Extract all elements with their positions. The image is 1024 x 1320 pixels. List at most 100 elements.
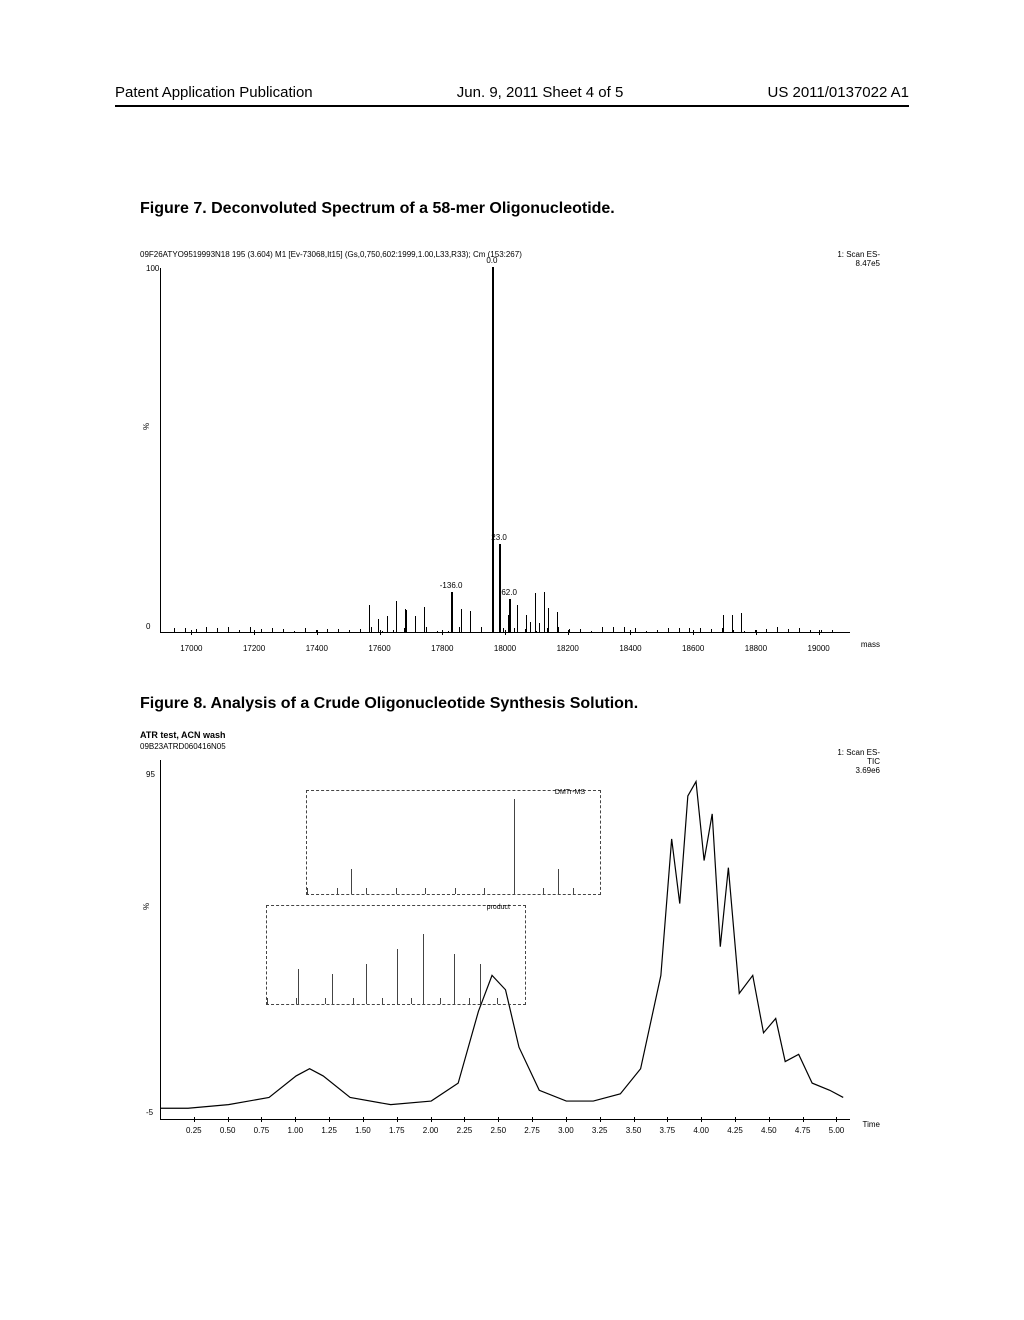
figure7-baseline-noise [415, 630, 416, 632]
figure7-xtick-mark [380, 630, 381, 635]
figure8-xtick: 1.50 [355, 1126, 371, 1135]
figure7-noise [424, 607, 425, 632]
figure8-xtick: 2.75 [524, 1126, 540, 1135]
figure7-xtick: 17800 [431, 644, 453, 653]
figure7-baseline-noise [196, 629, 197, 632]
figure7-baseline-noise [338, 629, 339, 632]
figure8-inset2-peak [423, 934, 424, 1004]
figure8-xtick-mark [803, 1117, 804, 1122]
figure8-xtick: 2.00 [423, 1126, 439, 1135]
figure8-inset1-peak [351, 869, 352, 894]
figure8-inset2-label: product [487, 904, 510, 911]
figure8-inset2-tick [267, 998, 268, 1004]
figure8-inset1-peak [558, 869, 559, 894]
figure7-xtick: 18800 [745, 644, 767, 653]
figure7-xtick: 17200 [243, 644, 265, 653]
figure7-noise [387, 616, 388, 632]
figure7-baseline-noise [700, 628, 701, 632]
figure7-baseline-noise [393, 630, 394, 632]
figure8-xtick-mark [600, 1117, 601, 1122]
figure7-baseline-noise [503, 628, 504, 632]
figure8-xtick-mark [634, 1117, 635, 1122]
figure8-xtick: 3.50 [626, 1126, 642, 1135]
figure7-baseline-noise [733, 630, 734, 632]
figure8-inset1: DMTr-MS [306, 790, 601, 895]
figure8-inset2-peak [298, 969, 299, 1004]
figure7-noise [508, 615, 509, 632]
figure7-noise [369, 605, 370, 632]
figure7-xtick: 18400 [619, 644, 641, 653]
figure7-xtick-mark [317, 630, 318, 635]
figure7-baseline-noise [613, 627, 614, 632]
figure8-meta-left2: 09B23ATRD060416N05 [140, 742, 226, 751]
figure8-inset2-peak [454, 954, 455, 1004]
figure7-xtick: 18000 [494, 644, 516, 653]
figure7-side-peak-label: 62.0 [501, 588, 517, 597]
figure7-xlabel: mass [861, 640, 880, 649]
figure8-inset2-tick [411, 998, 412, 1004]
figure7-baseline-noise [492, 628, 493, 632]
figure8-xtick-mark [532, 1117, 533, 1122]
figure7-baseline-noise [327, 629, 328, 632]
figure8-inset1-tick [396, 888, 397, 894]
figure7-baseline-noise [239, 630, 240, 632]
figure7-title: Figure 7. Deconvoluted Spectrum of a 58-… [140, 200, 615, 218]
figure8-meta-left: ATR test, ACN wash [140, 730, 226, 740]
figure7-scan-mode: 1: Scan ES- [837, 250, 880, 259]
figure7-baseline-noise [580, 629, 581, 632]
figure7-xtick: 18600 [682, 644, 704, 653]
figure8-title: Figure 8. Analysis of a Crude Oligonucle… [140, 695, 638, 713]
figure8-inset1-tick [573, 888, 574, 894]
figure8-inset2-tick [353, 998, 354, 1004]
figure7-baseline-noise [371, 627, 372, 632]
figure7-xtick: 19000 [808, 644, 830, 653]
figure7-xtick: 18200 [557, 644, 579, 653]
figure7-baseline-noise [558, 627, 559, 632]
figure8-xtick-mark [329, 1117, 330, 1122]
header-center: Jun. 9, 2011 Sheet 4 of 5 [457, 84, 624, 101]
figure7-noise [530, 622, 531, 632]
figure8-xtick: 4.75 [795, 1126, 811, 1135]
figure7-baseline-noise [305, 628, 306, 632]
figure7-baseline-noise [404, 628, 405, 632]
figure7-xtick-mark [756, 630, 757, 635]
figure7-baseline-noise [228, 627, 229, 632]
figure7-baseline-noise [174, 628, 175, 632]
figure8-inset2-tick [440, 998, 441, 1004]
figure7-noise [406, 610, 407, 632]
figure7-baseline-noise [382, 631, 383, 632]
figure7-noise [461, 609, 462, 632]
figure8-xtick-mark [836, 1117, 837, 1122]
figure7-xtick-mark [191, 630, 192, 635]
figure7-baseline-noise [646, 631, 647, 632]
figure7-main-peak-label: 0.0 [486, 256, 497, 265]
figure8-xtick-mark [701, 1117, 702, 1122]
figure7-baseline-noise [766, 629, 767, 632]
figure7-noise [526, 615, 527, 632]
figure8-xtick-mark [498, 1117, 499, 1122]
figure8-inset1-tick [366, 888, 367, 894]
header-right: US 2011/0137022 A1 [767, 84, 909, 101]
figure8-xtick-mark [566, 1117, 567, 1122]
page-header: Patent Application Publication Jun. 9, 2… [115, 84, 909, 107]
figure7-baseline-noise [437, 631, 438, 632]
figure7-xtick-mark [819, 630, 820, 635]
figure7-baseline-noise [624, 627, 625, 632]
figure8-xtick-mark [295, 1117, 296, 1122]
figure7-baseline-noise [635, 628, 636, 632]
figure8-xtick: 0.75 [254, 1126, 270, 1135]
figure7-baseline-noise [525, 629, 526, 632]
figure8-xlabel: Time [863, 1120, 880, 1129]
figure8-inset1-tick [337, 888, 338, 894]
figure7-intensity: 8.47e5 [837, 259, 880, 268]
figure8-xtick-mark [735, 1117, 736, 1122]
figure8-ytick-top: 95 [146, 770, 155, 779]
figure8-xtick: 1.25 [321, 1126, 337, 1135]
figure8-xtick-mark [261, 1117, 262, 1122]
figure8-inset2-tick [469, 998, 470, 1004]
figure7-baseline-noise [569, 629, 570, 632]
figure8-inset1-tick [484, 888, 485, 894]
figure7-baseline-noise [591, 631, 592, 632]
figure8-xtick-mark [363, 1117, 364, 1122]
figure7-ylabel: % [142, 423, 151, 430]
